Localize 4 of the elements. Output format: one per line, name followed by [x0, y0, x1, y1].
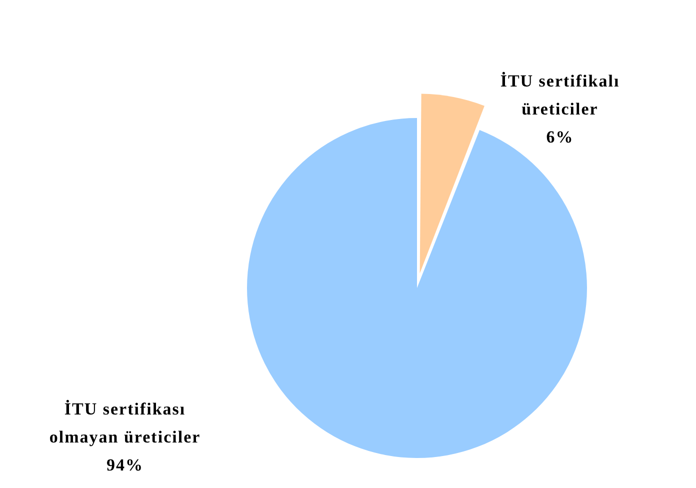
slice-label: İTU sertifikalı üreticiler: [500, 71, 620, 118]
data-label: 6%: [546, 127, 574, 146]
data-label: 94%: [106, 455, 144, 474]
slice-label: İTU sertifikası olmayan üreticiler: [49, 399, 201, 446]
